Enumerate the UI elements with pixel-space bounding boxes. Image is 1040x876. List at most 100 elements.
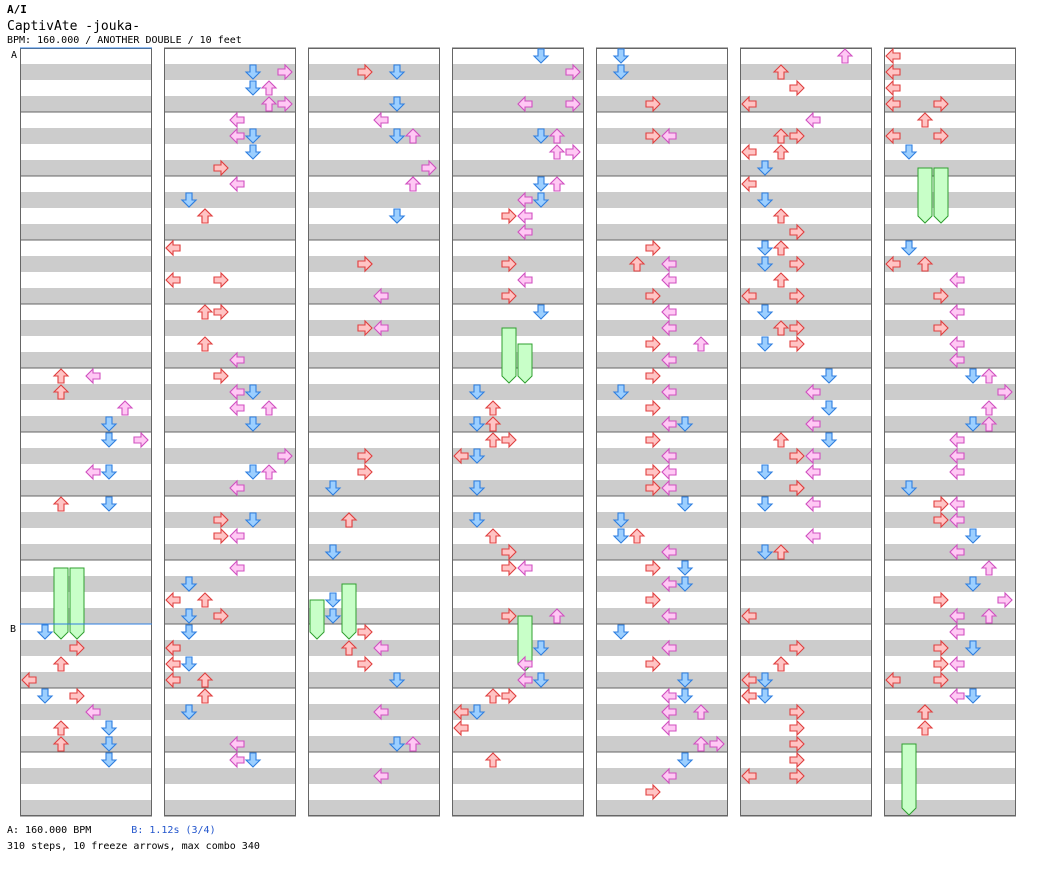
step-arrow-down-icon	[100, 496, 118, 512]
step-arrow-down-icon	[180, 192, 198, 208]
stripe	[20, 768, 152, 784]
step-arrow-up-icon	[692, 736, 710, 752]
step-arrow-left-icon	[661, 767, 677, 785]
stripe	[452, 288, 584, 304]
step-arrow-left-icon	[741, 95, 757, 113]
stripe	[884, 480, 1016, 496]
stripe	[164, 320, 296, 336]
stripe	[596, 224, 728, 240]
step-arrow-down-icon	[468, 416, 486, 432]
stripe	[20, 480, 152, 496]
stripe	[20, 416, 152, 432]
step-arrow-down-icon	[324, 480, 342, 496]
step-arrow-right-icon	[933, 127, 949, 145]
stripe	[164, 608, 296, 624]
step-arrow-right-icon	[789, 719, 805, 737]
step-arrow-right-icon	[645, 655, 661, 673]
step-arrow-down-icon	[756, 256, 774, 272]
step-arrow-left-icon	[85, 463, 101, 481]
stripe	[164, 640, 296, 656]
stripe	[740, 736, 872, 752]
step-arrow-down-icon	[532, 176, 550, 192]
stripe	[452, 512, 584, 528]
stripe	[452, 160, 584, 176]
stripe	[308, 576, 440, 592]
stripe	[308, 544, 440, 560]
step-arrow-right-icon	[997, 383, 1013, 401]
step-arrow-right-icon	[789, 639, 805, 657]
stripe	[164, 800, 296, 816]
step-arrow-left-icon	[661, 719, 677, 737]
step-arrow-right-icon	[501, 431, 517, 449]
step-arrow-left-icon	[661, 639, 677, 657]
step-arrow-left-icon	[453, 447, 469, 465]
step-arrow-down-icon	[900, 240, 918, 256]
step-arrow-down-icon	[964, 576, 982, 592]
step-arrow-right-icon	[789, 335, 805, 353]
step-arrow-right-icon	[357, 319, 373, 337]
step-arrow-right-icon	[645, 479, 661, 497]
section-label: A/I	[7, 3, 27, 16]
step-arrow-up-icon	[404, 128, 422, 144]
column-border	[452, 48, 584, 816]
step-arrow-right-icon	[357, 463, 373, 481]
freeze-arrow	[517, 343, 533, 384]
step-arrow-up-icon	[404, 736, 422, 752]
stripe	[596, 800, 728, 816]
step-arrow-left-icon	[661, 687, 677, 705]
stripe	[308, 96, 440, 112]
stripe	[20, 96, 152, 112]
step-arrow-down-icon	[756, 336, 774, 352]
step-arrow-down-icon	[532, 128, 550, 144]
stripe	[20, 160, 152, 176]
step-arrow-down-icon	[964, 528, 982, 544]
step-arrow-down-icon	[180, 656, 198, 672]
stripe	[452, 576, 584, 592]
step-arrow-up-icon	[548, 144, 566, 160]
step-arrow-left-icon	[165, 239, 181, 257]
chart-column	[740, 47, 872, 817]
stripe	[740, 608, 872, 624]
stripe	[596, 96, 728, 112]
stripe	[20, 224, 152, 240]
step-arrow-left-icon	[805, 447, 821, 465]
step-arrow-right-icon	[357, 623, 373, 641]
step-arrow-down-icon	[100, 416, 118, 432]
stripe	[884, 320, 1016, 336]
step-arrow-left-icon	[949, 351, 965, 369]
step-arrow-down-icon	[244, 128, 262, 144]
step-arrow-down-icon	[324, 608, 342, 624]
step-arrow-right-icon	[645, 431, 661, 449]
step-arrow-right-icon	[501, 287, 517, 305]
stripe	[164, 576, 296, 592]
stripe	[20, 672, 152, 688]
step-arrow-right-icon	[213, 527, 229, 545]
freeze-arrow	[917, 167, 933, 224]
step-arrow-down-icon	[388, 208, 406, 224]
step-arrow-down-icon	[468, 480, 486, 496]
freeze-arrow	[901, 743, 917, 816]
step-arrow-right-icon	[213, 303, 229, 321]
step-arrow-up-icon	[484, 416, 502, 432]
stripe	[452, 384, 584, 400]
step-arrow-right-icon	[789, 223, 805, 241]
stripe	[452, 768, 584, 784]
step-arrow-up-icon	[772, 144, 790, 160]
step-arrow-left-icon	[661, 607, 677, 625]
step-arrow-left-icon	[949, 431, 965, 449]
step-arrow-right-icon	[933, 671, 949, 689]
stripe	[884, 576, 1016, 592]
step-arrow-up-icon	[52, 736, 70, 752]
step-arrow-down-icon	[180, 576, 198, 592]
step-arrow-right-icon	[501, 255, 517, 273]
stripe	[164, 448, 296, 464]
step-arrow-up-icon	[692, 336, 710, 352]
stripe	[740, 160, 872, 176]
step-arrow-up-icon	[196, 304, 214, 320]
step-arrow-down-icon	[532, 672, 550, 688]
stripe	[308, 192, 440, 208]
step-arrow-left-icon	[805, 415, 821, 433]
stripe	[164, 288, 296, 304]
step-arrow-down-icon	[612, 384, 630, 400]
freeze-arrow	[69, 567, 85, 640]
